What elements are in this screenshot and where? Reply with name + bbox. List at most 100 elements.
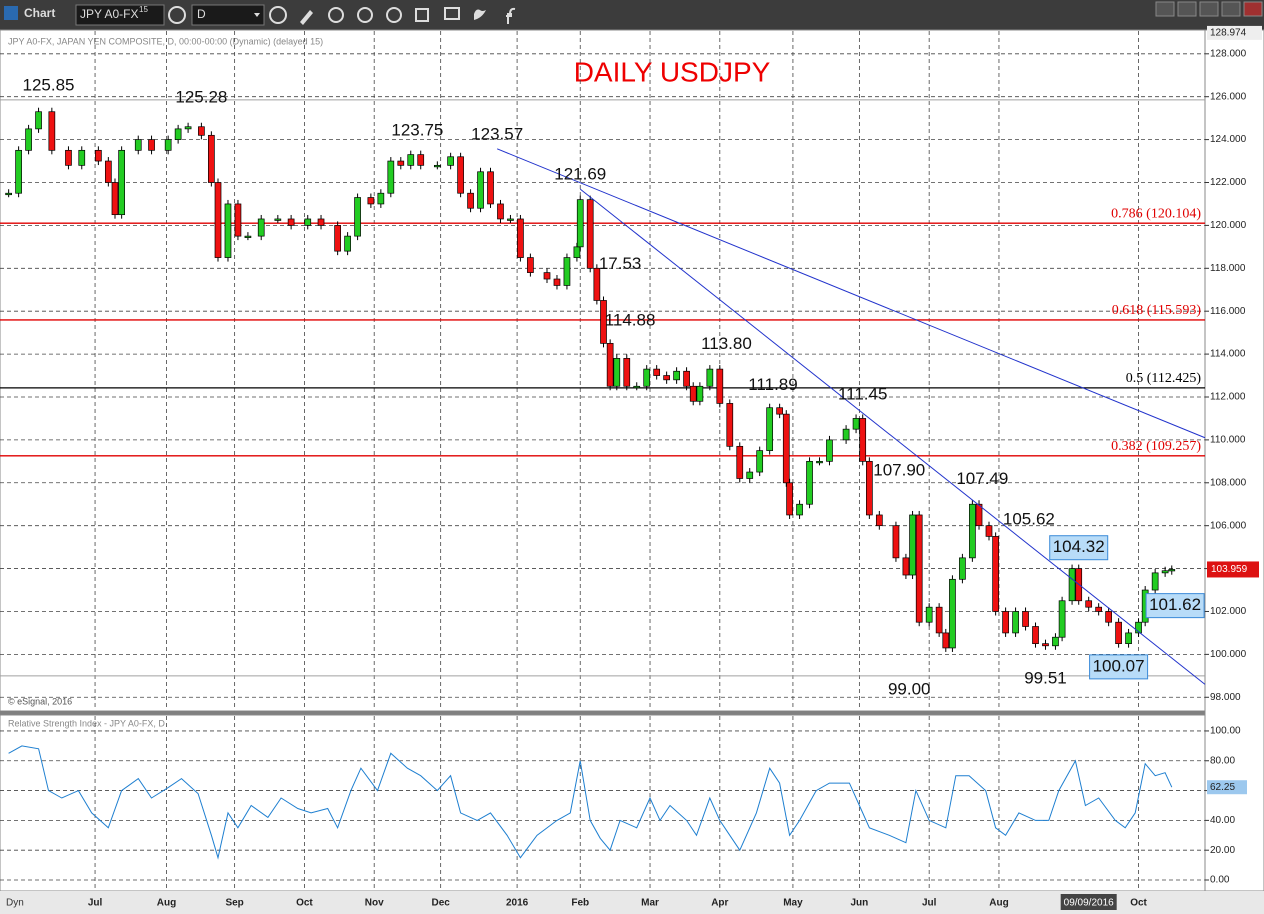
zoom-icon[interactable] bbox=[386, 7, 402, 23]
candle bbox=[613, 358, 621, 387]
y-tick-label: 110.000 bbox=[1210, 435, 1246, 446]
x-tick-label: Jul bbox=[922, 898, 937, 909]
candle bbox=[902, 557, 910, 576]
fib-label: 0.786 (120.104) bbox=[1111, 206, 1201, 221]
restore-button[interactable] bbox=[1221, 1, 1241, 17]
play-icon[interactable] bbox=[357, 7, 373, 23]
y-tick-label: 124.000 bbox=[1210, 134, 1247, 145]
annotation: 104.32 bbox=[1053, 537, 1105, 556]
x-tick-label: Aug bbox=[989, 898, 1008, 909]
y-tick-label: 128.000 bbox=[1210, 48, 1247, 59]
candle bbox=[935, 606, 943, 634]
candle bbox=[367, 197, 375, 205]
y-tick-label: 120.000 bbox=[1210, 220, 1247, 231]
candle bbox=[48, 111, 56, 151]
candle bbox=[1058, 600, 1066, 638]
interval-box[interactable] bbox=[191, 4, 265, 26]
annotation: 107.49 bbox=[956, 469, 1008, 488]
x-tick-label: Apr bbox=[711, 898, 728, 909]
y-tick-label: 100.000 bbox=[1210, 649, 1247, 660]
rsi-pane bbox=[0, 714, 1206, 892]
y-tick-label: 102.000 bbox=[1210, 606, 1247, 617]
settings-icon[interactable] bbox=[168, 6, 186, 24]
twitter-icon[interactable] bbox=[474, 9, 486, 21]
annotation: 123.57 bbox=[471, 124, 523, 143]
x-tick-label: Nov bbox=[365, 898, 384, 909]
candle bbox=[706, 368, 714, 387]
y-tick-label: 122.000 bbox=[1210, 177, 1247, 188]
candle bbox=[696, 385, 704, 402]
candle bbox=[1022, 611, 1029, 627]
clock-icon[interactable] bbox=[269, 6, 287, 24]
trend-line bbox=[579, 188, 1206, 685]
candle bbox=[111, 182, 119, 216]
x-tick-label: Oct bbox=[296, 898, 313, 909]
candle bbox=[15, 149, 22, 194]
symbol-box[interactable] bbox=[75, 4, 165, 26]
top-label: 128.974 bbox=[1210, 28, 1247, 39]
max-button[interactable] bbox=[1199, 1, 1219, 17]
window-title: Chart bbox=[24, 6, 55, 20]
annotation: 123.75 bbox=[391, 120, 443, 139]
candle bbox=[407, 154, 415, 166]
candle bbox=[766, 407, 774, 451]
annotation-box bbox=[1145, 593, 1205, 619]
candle bbox=[5, 192, 12, 196]
candle bbox=[198, 126, 205, 136]
candle bbox=[683, 370, 690, 387]
candle bbox=[417, 154, 425, 166]
annotation: 121.69 bbox=[554, 165, 606, 184]
dropdown-arrow bbox=[254, 13, 260, 17]
refresh-icon[interactable] bbox=[328, 7, 344, 23]
candle bbox=[244, 235, 252, 238]
candle bbox=[457, 156, 464, 194]
price-pane bbox=[0, 29, 1206, 712]
candle bbox=[257, 218, 265, 237]
annotation: 99.51 bbox=[1024, 668, 1067, 687]
candle bbox=[623, 358, 631, 387]
candle bbox=[507, 218, 514, 221]
candle bbox=[214, 182, 222, 258]
y-tick-label: 20.00 bbox=[1210, 845, 1235, 856]
candle bbox=[164, 139, 172, 151]
comment-icon[interactable] bbox=[444, 7, 460, 20]
candle bbox=[586, 199, 594, 269]
top-label-box bbox=[1207, 25, 1262, 40]
tool-icon[interactable] bbox=[415, 8, 429, 22]
candle bbox=[118, 149, 125, 216]
fib-label: 0.618 (115.593) bbox=[1112, 303, 1202, 318]
last-value-box bbox=[1207, 780, 1247, 795]
trend-line bbox=[496, 148, 1206, 439]
candle bbox=[467, 192, 474, 209]
candle bbox=[104, 160, 112, 183]
candle bbox=[1125, 632, 1132, 645]
candle bbox=[1052, 636, 1059, 647]
candle bbox=[975, 503, 983, 527]
fib-label: 0.382 (109.257) bbox=[1111, 439, 1201, 454]
help-button[interactable] bbox=[1155, 1, 1175, 17]
close-button[interactable] bbox=[1243, 1, 1263, 17]
min-button[interactable] bbox=[1177, 1, 1197, 17]
candle bbox=[1032, 626, 1039, 645]
value-axis bbox=[1204, 29, 1264, 892]
y-tick-label: 116.000 bbox=[1210, 306, 1246, 317]
y-tick-label: 98.000 bbox=[1210, 692, 1241, 703]
candle bbox=[274, 218, 282, 221]
annotation: 113.80 bbox=[701, 334, 752, 353]
candle bbox=[477, 171, 484, 209]
candle bbox=[949, 578, 956, 649]
draw-icon[interactable] bbox=[300, 10, 313, 25]
annotation: 105.62 bbox=[1003, 509, 1055, 528]
candle bbox=[174, 128, 182, 140]
candle bbox=[875, 514, 883, 527]
candle bbox=[576, 199, 584, 248]
annotation: 111.45 bbox=[838, 384, 887, 403]
cursor-box bbox=[1060, 894, 1117, 910]
x-tick-label: Aug bbox=[157, 898, 176, 909]
candle bbox=[1168, 569, 1176, 572]
facebook-icon[interactable] bbox=[506, 7, 516, 24]
candle bbox=[1095, 606, 1103, 612]
time-axis bbox=[0, 891, 1264, 914]
candle bbox=[673, 370, 680, 381]
